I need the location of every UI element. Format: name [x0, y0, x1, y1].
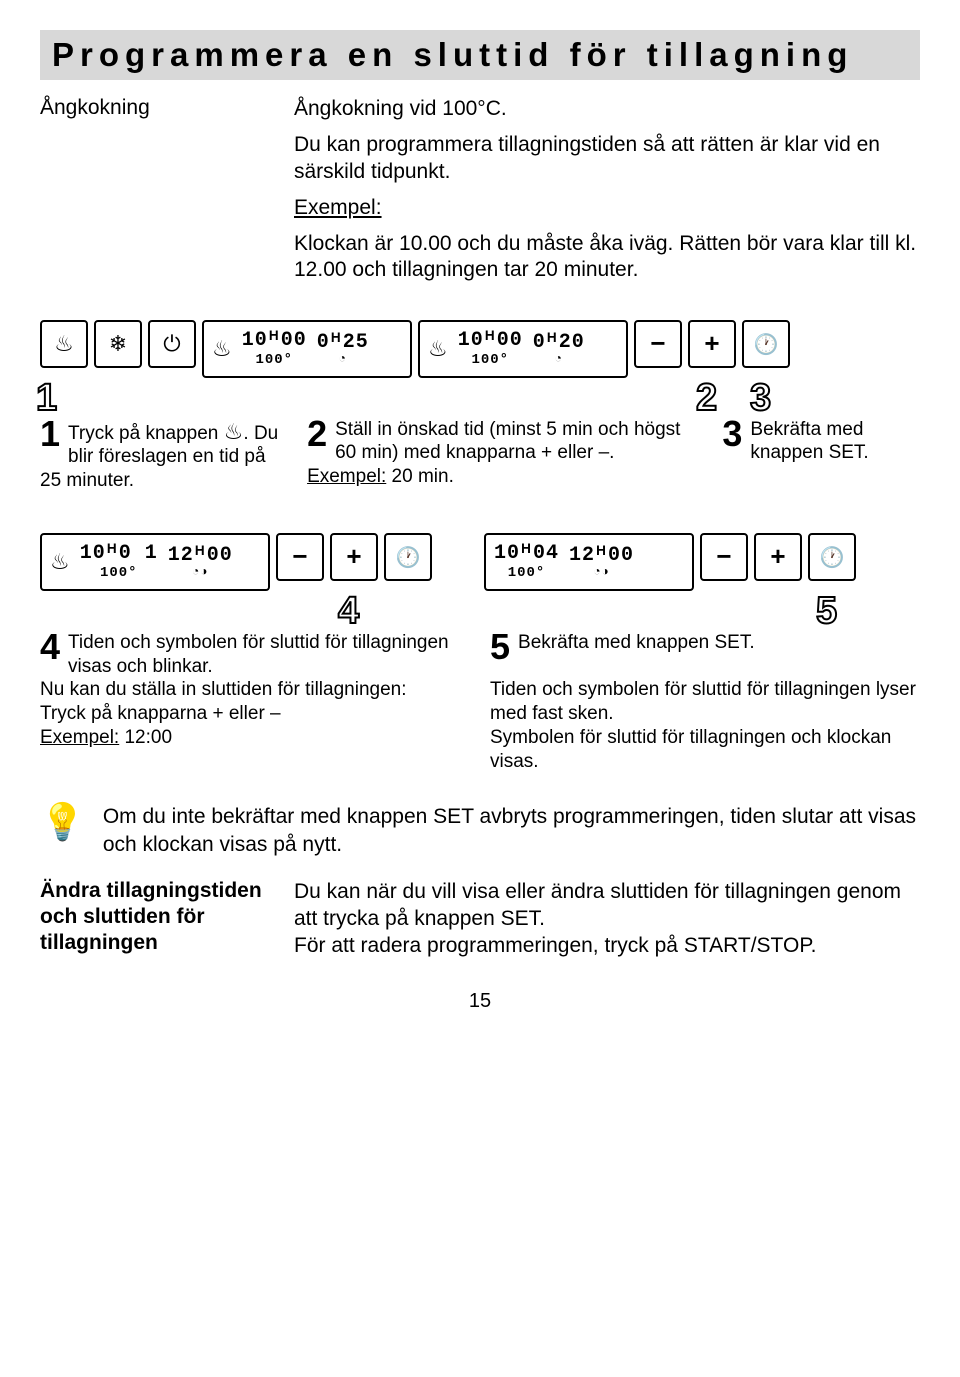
plus-button: [330, 533, 378, 581]
intro-subheading: Ångkokning: [40, 96, 270, 294]
plus-button: [754, 533, 802, 581]
power-button: [148, 320, 196, 368]
minus-button: [700, 533, 748, 581]
plus-button: [688, 320, 736, 368]
step-text: Tiden och symbolen för sluttid för tilla…: [68, 632, 449, 677]
lightbulb-icon: 💡: [40, 799, 85, 858]
steam-icon: [54, 331, 74, 357]
page-title: Programmera en sluttid för tillagning: [40, 30, 920, 80]
change-heading: Ändra tillagningstiden och sluttiden för…: [40, 878, 270, 960]
steps-123: 1 Tryck på knappen . Du blir föreslagen …: [40, 418, 920, 493]
time-readout: 10ᴴ0 1: [80, 544, 158, 564]
plus-icon: [346, 541, 361, 572]
clock-icon: [820, 544, 845, 570]
minus-button: [276, 533, 324, 581]
time-readout: 10ᴴ00: [458, 331, 523, 351]
step-text: Symbolen för sluttid för tillagningen oc…: [490, 727, 891, 772]
step-text: Tryck på knappen: [68, 423, 224, 444]
step-number: 1: [40, 418, 60, 450]
change-p2: För att radera programmeringen, tryck på…: [294, 932, 920, 959]
timer-end-icon: ◔◑: [192, 566, 208, 578]
control-panel-diagram-2: 10ᴴ0 1 100° 12ᴴ00 ◔◑ 4 10ᴴ04 100° 12ᴴ00 …: [40, 533, 920, 591]
endtime-readout: 12ᴴ00: [168, 546, 233, 566]
display-2a: 10ᴴ0 1 100° 12ᴴ00 ◔◑: [40, 533, 270, 591]
step-text: Nu kan du ställa in sluttiden för tillag…: [40, 679, 407, 700]
callout-5: 5: [816, 590, 837, 633]
display-2b: 10ᴴ04 100° 12ᴴ00 ◔◑: [484, 533, 694, 591]
set-button: [384, 533, 432, 581]
minus-icon: [650, 328, 665, 359]
minus-icon: [716, 541, 731, 572]
example-value: 12:00: [119, 727, 172, 748]
intro-p2: Du kan programmera tillagningstiden så a…: [294, 132, 920, 185]
steam-icon: [50, 549, 70, 575]
example-label: Exempel:: [40, 727, 119, 748]
change-section: Ändra tillagningstiden och sluttiden för…: [40, 878, 920, 960]
step-5: 5 Bekräfta med knappen SET. Tiden och sy…: [490, 631, 920, 774]
step-3: 3 Bekräfta med knappen SET.: [722, 418, 920, 493]
timer-end-icon: ◔◑: [593, 566, 609, 578]
step-number: 5: [490, 631, 510, 663]
plus-icon: [704, 328, 719, 359]
display-1a: 10ᴴ00 100° 0ᴴ25 ◔: [202, 320, 412, 378]
example-label: Exempel:: [307, 466, 386, 487]
temp-readout: 100°: [471, 353, 509, 367]
tip-text: Om du inte bekräftar med knappen SET avb…: [103, 803, 920, 858]
step-number: 4: [40, 631, 60, 663]
minus-button: [634, 320, 682, 368]
snowflake-icon: [109, 331, 127, 357]
intro-example: Klockan är 10.00 och du måste åka iväg. …: [294, 231, 920, 284]
temp-readout: 100°: [255, 353, 293, 367]
callout-2: 2: [696, 377, 717, 420]
callout-1: 1: [36, 377, 57, 420]
time-readout: 10ᴴ04: [494, 544, 559, 564]
step-4: 4 Tiden och symbolen för sluttid för til…: [40, 631, 470, 774]
step-text: Bekräfta med knappen SET.: [518, 632, 755, 653]
display-1b: 10ᴴ00 100° 0ᴴ20 ◔: [418, 320, 628, 378]
plus-icon: [770, 541, 785, 572]
time-readout: 10ᴴ00: [242, 331, 307, 351]
set-button: [808, 533, 856, 581]
intro-p1: Ångkokning vid 100°C.: [294, 96, 920, 122]
steam-icon: [212, 336, 232, 362]
example-value: 20 min.: [386, 466, 454, 487]
clock-icon: [396, 544, 421, 570]
control-panel-diagram-1: 1 10ᴴ00 100° 0ᴴ25 ◔ 10ᴴ00 100° 0ᴴ20 ◔ 2 …: [40, 320, 920, 378]
intro-section: Ångkokning Ångkokning vid 100°C. Du kan …: [40, 96, 920, 294]
step-number: 2: [307, 418, 327, 450]
change-body: Du kan när du vill visa eller ändra slut…: [294, 878, 920, 960]
page-number: 15: [40, 990, 920, 1013]
defrost-button: [94, 320, 142, 368]
timer-icon: ◔: [339, 353, 347, 365]
steam-button: [40, 320, 88, 368]
minus-icon: [292, 541, 307, 572]
temp-readout: 100°: [100, 566, 138, 580]
step-number: 3: [722, 418, 742, 450]
change-p1: Du kan när du vill visa eller ändra slut…: [294, 878, 920, 933]
steps-45: 4 Tiden och symbolen för sluttid för til…: [40, 631, 920, 774]
steam-icon: [428, 336, 448, 362]
endtime-readout: 12ᴴ00: [569, 546, 634, 566]
set-button: [742, 320, 790, 368]
timer-icon: ◔: [555, 353, 563, 365]
step-2: 2 Ställ in önskad tid (minst 5 min och h…: [307, 418, 702, 493]
step-text: Tryck på knapparna + eller –: [40, 703, 281, 724]
step-text: Bekräfta med knappen SET.: [750, 419, 868, 464]
temp-readout: 100°: [508, 566, 546, 580]
duration-readout: 0ᴴ25: [317, 333, 369, 353]
callout-3: 3: [750, 377, 771, 420]
duration-readout: 0ᴴ20: [533, 333, 585, 353]
step-1: 1 Tryck på knappen . Du blir föreslagen …: [40, 418, 287, 493]
intro-body: Ångkokning vid 100°C. Du kan programmera…: [294, 96, 920, 294]
clock-icon: [754, 331, 779, 357]
step-text: Ställ in önskad tid (minst 5 min och hög…: [335, 419, 680, 464]
callout-4: 4: [338, 590, 359, 633]
power-icon: [163, 331, 180, 357]
example-label: Exempel:: [294, 196, 382, 219]
steam-icon: [224, 426, 244, 443]
step-text: Tiden och symbolen för sluttid för tilla…: [490, 679, 916, 724]
tip-note: 💡 Om du inte bekräftar med knappen SET a…: [40, 803, 920, 858]
